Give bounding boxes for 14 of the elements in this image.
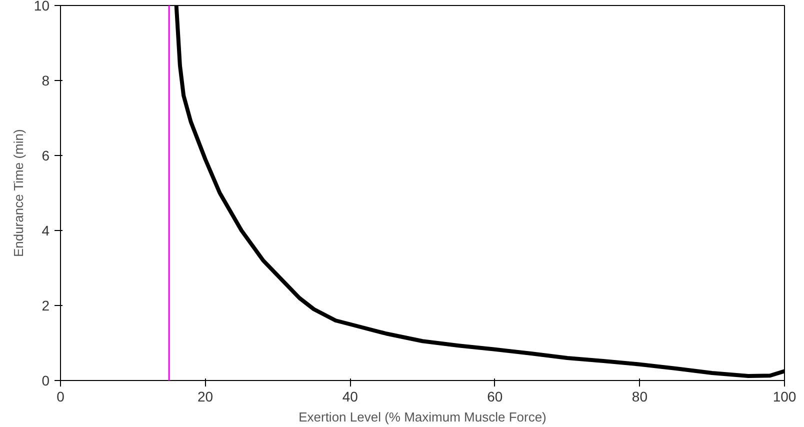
x-tick-label: 20 xyxy=(198,388,214,404)
y-tick-label: 8 xyxy=(42,72,50,88)
y-tick-label: 0 xyxy=(42,372,50,388)
y-tick-label: 4 xyxy=(42,222,50,238)
x-axis-title: Exertion Level (% Maximum Muscle Force) xyxy=(298,410,546,424)
x-tick-label: 80 xyxy=(632,388,648,404)
x-tick-label: 0 xyxy=(56,388,65,404)
x-tick-label: 100 xyxy=(772,388,796,404)
y-tick-label: 6 xyxy=(42,148,50,164)
y-axis-title: Endurance Time (min) xyxy=(10,129,26,258)
y-tick-label: 2 xyxy=(42,298,50,314)
x-tick-label: 60 xyxy=(487,388,503,404)
x-tick-label: 40 xyxy=(342,388,358,404)
y-tick-label: 10 xyxy=(34,0,50,14)
